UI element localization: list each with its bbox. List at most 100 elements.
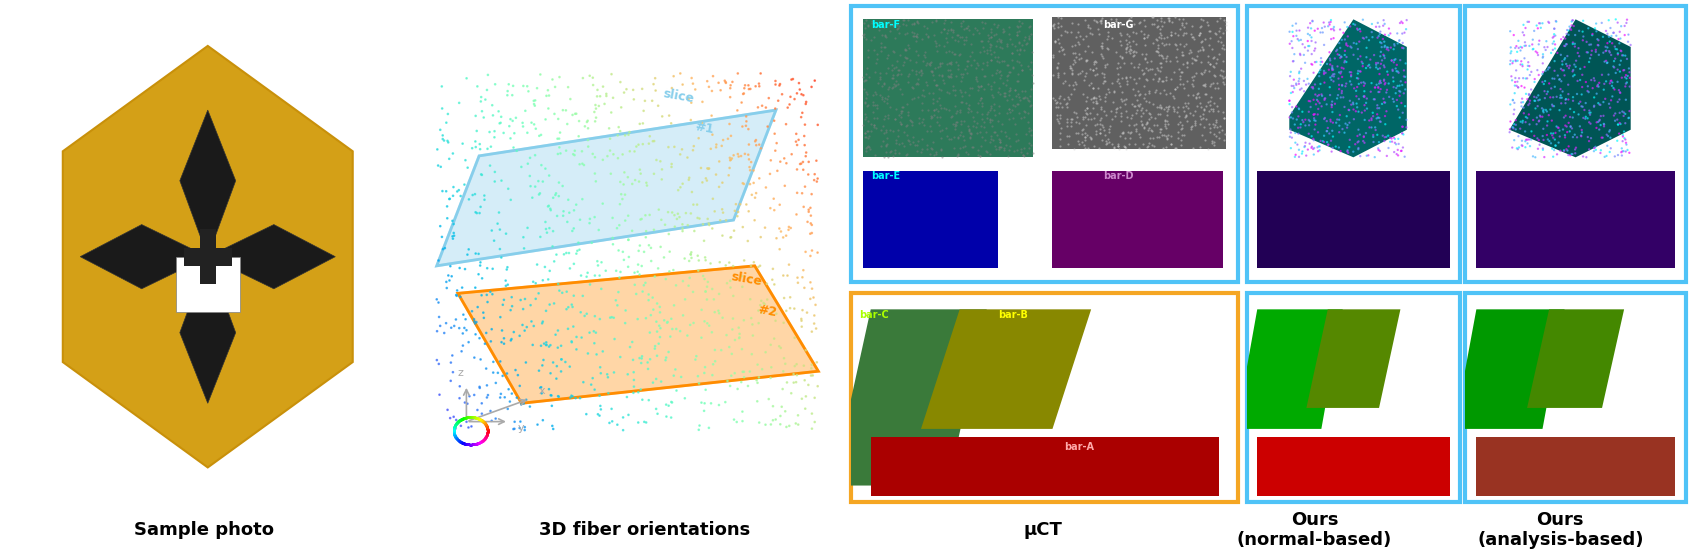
Point	[1569, 128, 1596, 137]
Point	[938, 47, 965, 56]
Point	[695, 221, 722, 230]
Point	[1153, 72, 1180, 81]
Point	[962, 64, 989, 73]
Point	[1372, 107, 1399, 116]
Point	[1513, 74, 1540, 83]
Point	[668, 220, 695, 229]
Point	[872, 93, 899, 102]
Text: bar-D: bar-D	[1102, 172, 1133, 182]
Point	[614, 262, 641, 271]
Point	[626, 241, 653, 250]
Point	[979, 122, 1006, 131]
Point	[682, 355, 709, 364]
Point	[1326, 110, 1353, 119]
Point	[1574, 82, 1601, 91]
Point	[1043, 110, 1070, 119]
Point	[656, 332, 683, 341]
Point	[1535, 87, 1562, 96]
Point	[1091, 106, 1118, 115]
Point	[439, 183, 466, 192]
Point	[1048, 22, 1075, 30]
Point	[1523, 113, 1550, 122]
Point	[916, 60, 943, 69]
Point	[773, 422, 801, 431]
Point	[1116, 140, 1143, 148]
Point	[980, 136, 1007, 145]
Point	[694, 282, 721, 291]
Point	[1191, 79, 1218, 88]
Point	[1057, 62, 1084, 71]
Point	[936, 65, 963, 74]
Point	[1136, 65, 1163, 73]
Point	[972, 19, 999, 28]
Point	[1167, 40, 1194, 49]
Point	[1152, 131, 1179, 140]
Point	[497, 397, 524, 406]
Point	[1382, 83, 1409, 92]
Point	[1072, 132, 1099, 141]
Point	[555, 325, 582, 333]
Point	[1521, 104, 1548, 113]
Point	[692, 256, 719, 264]
Point	[1119, 51, 1146, 60]
Point	[746, 140, 773, 149]
Point	[962, 75, 989, 83]
Point	[1316, 54, 1343, 63]
Point	[1068, 124, 1096, 133]
Point	[941, 36, 968, 45]
Point	[1007, 66, 1035, 75]
Point	[912, 47, 940, 56]
Point	[1106, 63, 1133, 72]
Point	[721, 369, 748, 378]
Point	[1559, 96, 1586, 105]
Point	[731, 316, 758, 325]
Point	[1279, 37, 1306, 46]
Point	[1316, 56, 1343, 65]
Point	[1362, 153, 1389, 162]
Point	[1113, 45, 1140, 54]
Point	[1323, 47, 1350, 56]
Point	[743, 141, 770, 150]
Point	[1613, 79, 1640, 88]
Point	[706, 401, 733, 410]
Point	[1503, 57, 1530, 66]
Point	[514, 160, 541, 168]
Point	[533, 115, 560, 124]
Point	[1525, 117, 1552, 126]
Point	[1314, 22, 1342, 31]
Point	[1118, 58, 1145, 67]
Point	[1202, 101, 1230, 110]
Point	[899, 133, 926, 142]
Point	[1155, 119, 1182, 128]
Point	[482, 414, 509, 423]
Point	[1292, 115, 1319, 124]
Point	[1057, 118, 1084, 127]
Point	[700, 308, 728, 317]
Point	[534, 202, 561, 211]
Point	[974, 58, 1001, 67]
Point	[1370, 98, 1398, 107]
Point	[1094, 32, 1121, 41]
Point	[940, 27, 967, 36]
Point	[1109, 128, 1136, 136]
Point	[1119, 51, 1146, 60]
Point	[889, 90, 916, 99]
Point	[999, 105, 1026, 114]
Point	[902, 67, 929, 76]
Point	[629, 140, 656, 148]
Point	[907, 70, 934, 79]
Point	[728, 98, 755, 107]
Point	[985, 135, 1013, 144]
Point	[778, 75, 806, 84]
Point	[933, 34, 960, 43]
Point	[1364, 130, 1391, 139]
Point	[1333, 40, 1360, 49]
Point	[550, 211, 577, 220]
Point	[1152, 54, 1179, 62]
Point	[1046, 129, 1074, 137]
Point	[946, 97, 974, 106]
Point	[1113, 35, 1140, 44]
Point	[873, 139, 901, 148]
Point	[799, 229, 826, 237]
Point	[745, 103, 772, 112]
